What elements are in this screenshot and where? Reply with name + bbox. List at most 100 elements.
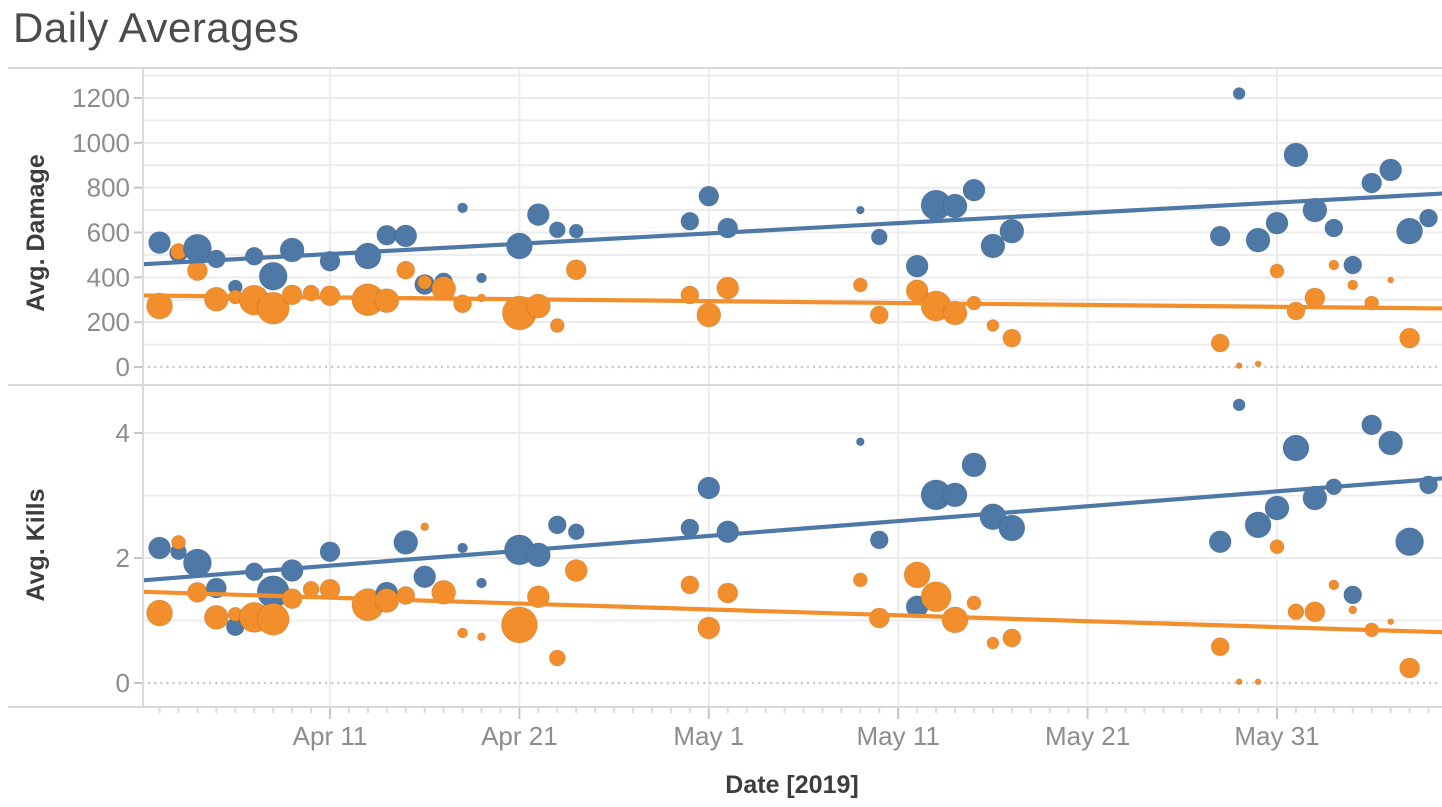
trend-line-series-orange[interactable] [141,589,1442,635]
data-point-series-orange[interactable] [1347,279,1359,291]
data-point-series-orange[interactable] [852,572,868,588]
data-point-series-orange[interactable] [417,274,433,290]
data-point-series-blue[interactable] [182,548,212,578]
data-point-series-orange[interactable] [1304,287,1326,309]
data-point-series-blue[interactable] [413,565,437,589]
data-point-series-orange[interactable] [1387,276,1395,284]
data-point-series-orange[interactable] [1287,603,1305,621]
data-point-series-orange[interactable] [852,277,868,293]
data-point-series-blue[interactable] [869,530,889,550]
data-point-series-orange[interactable] [1286,301,1306,321]
data-point-series-orange[interactable] [680,575,700,595]
data-point-series-blue[interactable] [999,218,1025,244]
data-point-series-orange[interactable] [942,300,968,326]
data-point-series-blue[interactable] [855,437,865,447]
data-point-series-blue[interactable] [525,542,551,568]
data-point-series-blue[interactable] [1396,217,1424,245]
data-point-series-blue[interactable] [680,211,700,231]
data-point-series-orange[interactable] [203,286,229,312]
data-point-series-orange[interactable] [374,288,400,314]
data-point-series-orange[interactable] [1348,605,1358,615]
data-point-series-orange[interactable] [256,291,290,325]
data-point-series-orange[interactable] [1210,637,1230,657]
data-point-series-orange[interactable] [146,292,174,320]
data-point-series-blue[interactable] [1232,398,1246,412]
data-point-series-orange[interactable] [986,319,1000,333]
data-point-series-blue[interactable] [1232,87,1246,101]
data-point-series-blue[interactable] [376,224,398,246]
data-point-series-blue[interactable] [354,242,382,270]
data-point-series-blue[interactable] [148,231,172,255]
data-point-series-blue[interactable] [697,476,721,500]
data-point-series-blue[interactable] [1265,211,1289,235]
data-point-series-blue[interactable] [1379,158,1403,182]
data-point-series-orange[interactable] [1235,678,1243,686]
data-point-series-blue[interactable] [961,452,987,478]
data-point-series-blue[interactable] [1302,485,1328,511]
data-point-series-blue[interactable] [547,515,567,535]
data-point-series-orange[interactable] [697,616,721,640]
data-point-series-orange[interactable] [420,522,430,532]
data-point-series-orange[interactable] [500,606,538,644]
data-point-series-orange[interactable] [256,602,290,636]
data-point-series-orange[interactable] [396,260,416,280]
data-point-series-orange[interactable] [1328,259,1340,271]
data-point-series-orange[interactable] [1269,263,1285,279]
data-point-series-blue[interactable] [457,542,469,554]
data-point-series-blue[interactable] [1419,208,1439,228]
data-point-series-blue[interactable] [1208,530,1232,554]
data-point-series-blue[interactable] [476,577,488,589]
data-point-series-orange[interactable] [146,599,174,627]
data-point-series-blue[interactable] [258,261,288,291]
data-point-series-blue[interactable] [1302,197,1328,223]
data-point-series-blue[interactable] [942,193,968,219]
data-point-series-orange[interactable] [716,276,740,300]
data-point-series-blue[interactable] [962,178,986,202]
data-point-series-orange[interactable] [986,636,1000,650]
data-point-series-orange[interactable] [869,305,889,325]
data-point-series-blue[interactable] [980,233,1006,259]
data-point-series-blue[interactable] [476,272,488,284]
data-point-series-orange[interactable] [1387,618,1395,626]
data-point-series-blue[interactable] [567,523,585,541]
data-point-series-orange[interactable] [920,581,952,613]
data-point-series-blue[interactable] [548,221,566,239]
data-point-series-blue[interactable] [526,203,550,227]
data-point-series-orange[interactable] [457,627,469,639]
data-point-series-orange[interactable] [1210,333,1230,353]
data-point-series-blue[interactable] [905,254,929,278]
data-point-series-blue[interactable] [393,529,419,555]
data-point-series-blue[interactable] [998,514,1026,542]
data-point-series-orange[interactable] [1399,327,1421,349]
data-point-series-orange[interactable] [564,559,588,582]
data-point-series-blue[interactable] [1324,218,1344,238]
data-point-series-blue[interactable] [319,541,341,563]
data-point-series-blue[interactable] [870,228,888,246]
data-point-series-orange[interactable] [1399,657,1421,679]
data-point-series-orange[interactable] [170,534,186,550]
data-point-series-orange[interactable] [868,607,890,629]
data-point-series-blue[interactable] [394,224,418,248]
data-point-series-orange[interactable] [1254,678,1262,686]
data-point-series-blue[interactable] [1343,585,1363,605]
data-point-series-blue[interactable] [1209,225,1231,247]
data-point-series-blue[interactable] [1361,414,1383,436]
data-point-series-blue[interactable] [1378,430,1404,456]
data-point-series-orange[interactable] [477,632,487,642]
data-point-series-orange[interactable] [966,595,982,611]
data-point-series-orange[interactable] [903,561,931,589]
data-point-series-orange[interactable] [565,259,587,281]
data-point-series-orange[interactable] [431,579,457,605]
data-point-series-orange[interactable] [203,604,229,630]
data-point-series-orange[interactable] [549,318,565,334]
data-point-series-blue[interactable] [717,217,739,239]
data-point-series-blue[interactable] [680,518,700,538]
data-point-series-orange[interactable] [1328,579,1340,591]
data-point-series-orange[interactable] [281,284,303,306]
data-point-series-blue[interactable] [1343,255,1363,275]
data-point-series-blue[interactable] [568,223,584,239]
data-point-series-blue[interactable] [698,185,720,207]
data-point-series-blue[interactable] [855,205,865,215]
data-point-series-blue[interactable] [148,536,172,560]
data-point-series-orange[interactable] [1235,362,1243,370]
